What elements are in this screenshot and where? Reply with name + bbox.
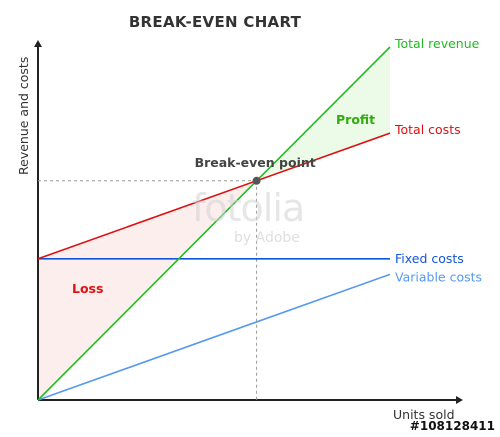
series-label-total-revenue: Total revenue <box>394 36 480 51</box>
series-line-total-revenue <box>37 46 391 401</box>
series-label-total-costs: Total costs <box>394 122 461 137</box>
series-label-variable-costs: Variable costs <box>395 269 482 284</box>
watermark: fotolia <box>192 186 305 230</box>
x-axis-arrow <box>456 396 463 404</box>
series-line-total-costs <box>37 132 391 260</box>
series-label-fixed-costs: Fixed costs <box>395 251 464 266</box>
region-label-profit: Profit <box>336 112 375 127</box>
y-axis-arrow <box>34 40 42 47</box>
series-line-variable-costs <box>37 273 391 401</box>
break-even-label: Break-even point <box>195 155 316 170</box>
x-axis-label: Units sold <box>393 407 455 422</box>
chart-title: BREAK-EVEN CHART <box>128 13 302 31</box>
break-even-marker <box>252 176 261 185</box>
watermark-sub: by Adobe <box>234 230 300 246</box>
stock-id: #108128411 <box>409 419 495 433</box>
y-axis-label: Revenue and costs <box>16 57 31 175</box>
region-label-loss: Loss <box>72 281 103 296</box>
